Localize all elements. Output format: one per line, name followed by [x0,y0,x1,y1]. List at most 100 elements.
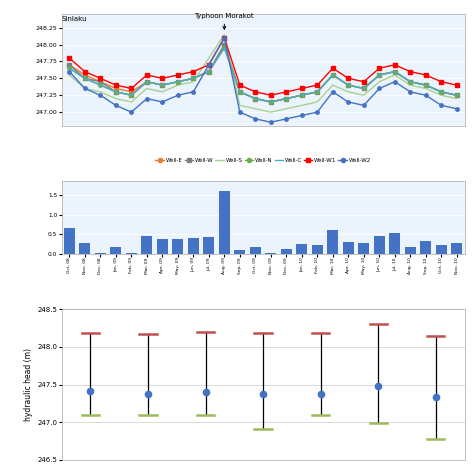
Bar [405,246,416,254]
Well-N [346,82,351,88]
Well-W2 [423,92,428,98]
Well-W2 [66,69,72,74]
Well-W1 [438,79,444,84]
Well-N [98,82,103,88]
Well-E [206,69,212,74]
Well-E [408,79,413,84]
Bar [328,230,338,254]
Well-W [82,75,88,81]
Well-W2 [299,113,305,118]
Well-W1 [221,35,227,41]
Well-S [98,89,103,95]
Well-W1 [330,65,336,71]
Bar [436,245,447,254]
Well-W [191,75,196,81]
Well-W [392,69,398,74]
Bar [188,238,199,254]
Line: Well-W: Well-W [68,43,458,104]
Well-S [253,106,258,111]
Well-E [299,92,305,98]
Well-W1 [175,72,181,78]
Well-N [66,65,72,71]
Well-W1 [237,82,243,88]
Well-W2 [314,109,320,115]
Well-E [113,86,118,91]
Well-C [268,99,273,105]
Well-S [66,72,72,78]
Well-W2 [128,109,134,115]
Well-W2 [268,119,273,125]
Well-C [314,89,320,95]
Well-C [66,65,72,71]
Well-C [191,75,196,81]
Well-C [392,69,398,74]
Well-C [144,79,150,84]
Well-S [314,99,320,105]
Well-W1 [346,75,351,81]
Bar [420,241,431,254]
Well-S [159,89,165,95]
Well-E [82,72,88,78]
Bar [126,253,137,254]
Well-W2 [346,99,351,105]
Line: Well-W1: Well-W1 [68,36,458,97]
Well-C [361,86,366,91]
Bar [296,244,307,254]
Well-W1 [454,82,460,88]
Well-W [299,92,305,98]
Well-W1 [113,82,118,88]
Y-axis label: hydraulic head (m): hydraulic head (m) [24,348,33,421]
Well-N [392,69,398,74]
Well-N [361,86,366,91]
Well-W [346,82,351,88]
Well-W2 [392,79,398,84]
Well-W [283,96,289,101]
Well-E [191,75,196,81]
Well-S [330,82,336,88]
Well-E [314,89,320,95]
Well-E [283,96,289,101]
Well-E [423,82,428,88]
Well-W2 [159,99,165,105]
Well-W1 [206,62,212,68]
Well-W [206,69,212,74]
Well-S [392,72,398,78]
Well-E [98,79,103,84]
Well-S [346,89,351,95]
Bar [235,250,245,254]
Well-E [438,89,444,95]
Text: Typhoon Morakot: Typhoon Morakot [194,13,254,29]
Line: Well-N: Well-N [68,46,458,104]
Well-N [423,82,428,88]
Well-W [408,79,413,84]
Well-W1 [159,75,165,81]
Well-N [159,82,165,88]
Well-C [175,79,181,84]
Well-W2 [191,89,196,95]
Well-S [206,55,212,61]
Bar [250,246,261,254]
Well-W2 [237,109,243,115]
Bar [219,191,230,254]
Well-W [237,89,243,95]
Bar [173,239,183,254]
Line: Well-W2: Well-W2 [68,36,458,124]
Well-W2 [82,86,88,91]
Well-C [98,82,103,88]
Well-W2 [253,116,258,122]
Well-W1 [361,79,366,84]
Well-W [66,62,72,68]
Well-S [237,102,243,108]
Well-W1 [408,69,413,74]
Well-W2 [454,106,460,111]
Well-W1 [144,72,150,78]
Well-S [361,92,366,98]
Bar [141,236,152,254]
Well-E [454,92,460,98]
Well-N [299,92,305,98]
Well-E [376,72,382,78]
Well-W1 [253,89,258,95]
Bar [95,253,106,254]
Well-N [376,72,382,78]
Well-C [283,96,289,101]
